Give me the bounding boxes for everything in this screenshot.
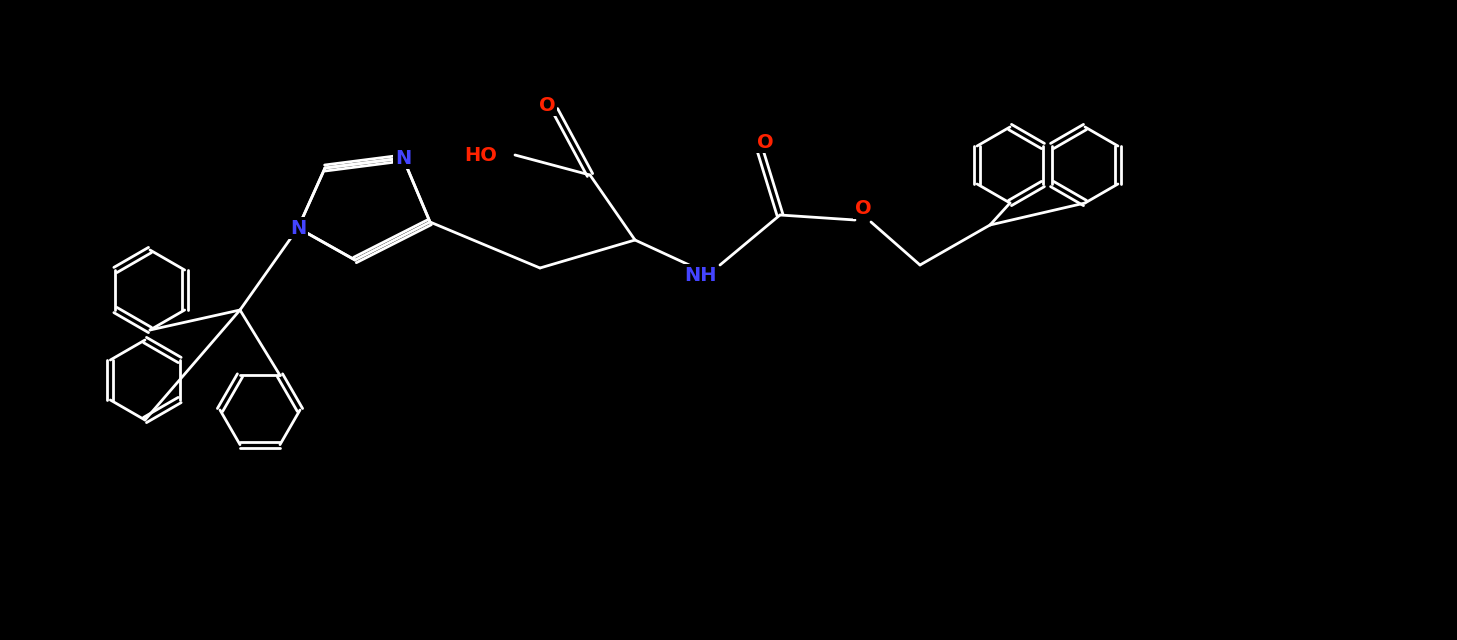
Text: NH: NH xyxy=(683,266,717,285)
Text: N: N xyxy=(395,148,411,168)
Text: O: O xyxy=(539,95,555,115)
Text: HO: HO xyxy=(465,145,497,164)
Text: N: N xyxy=(290,218,306,237)
Text: O: O xyxy=(855,198,871,218)
Text: O: O xyxy=(756,132,774,152)
